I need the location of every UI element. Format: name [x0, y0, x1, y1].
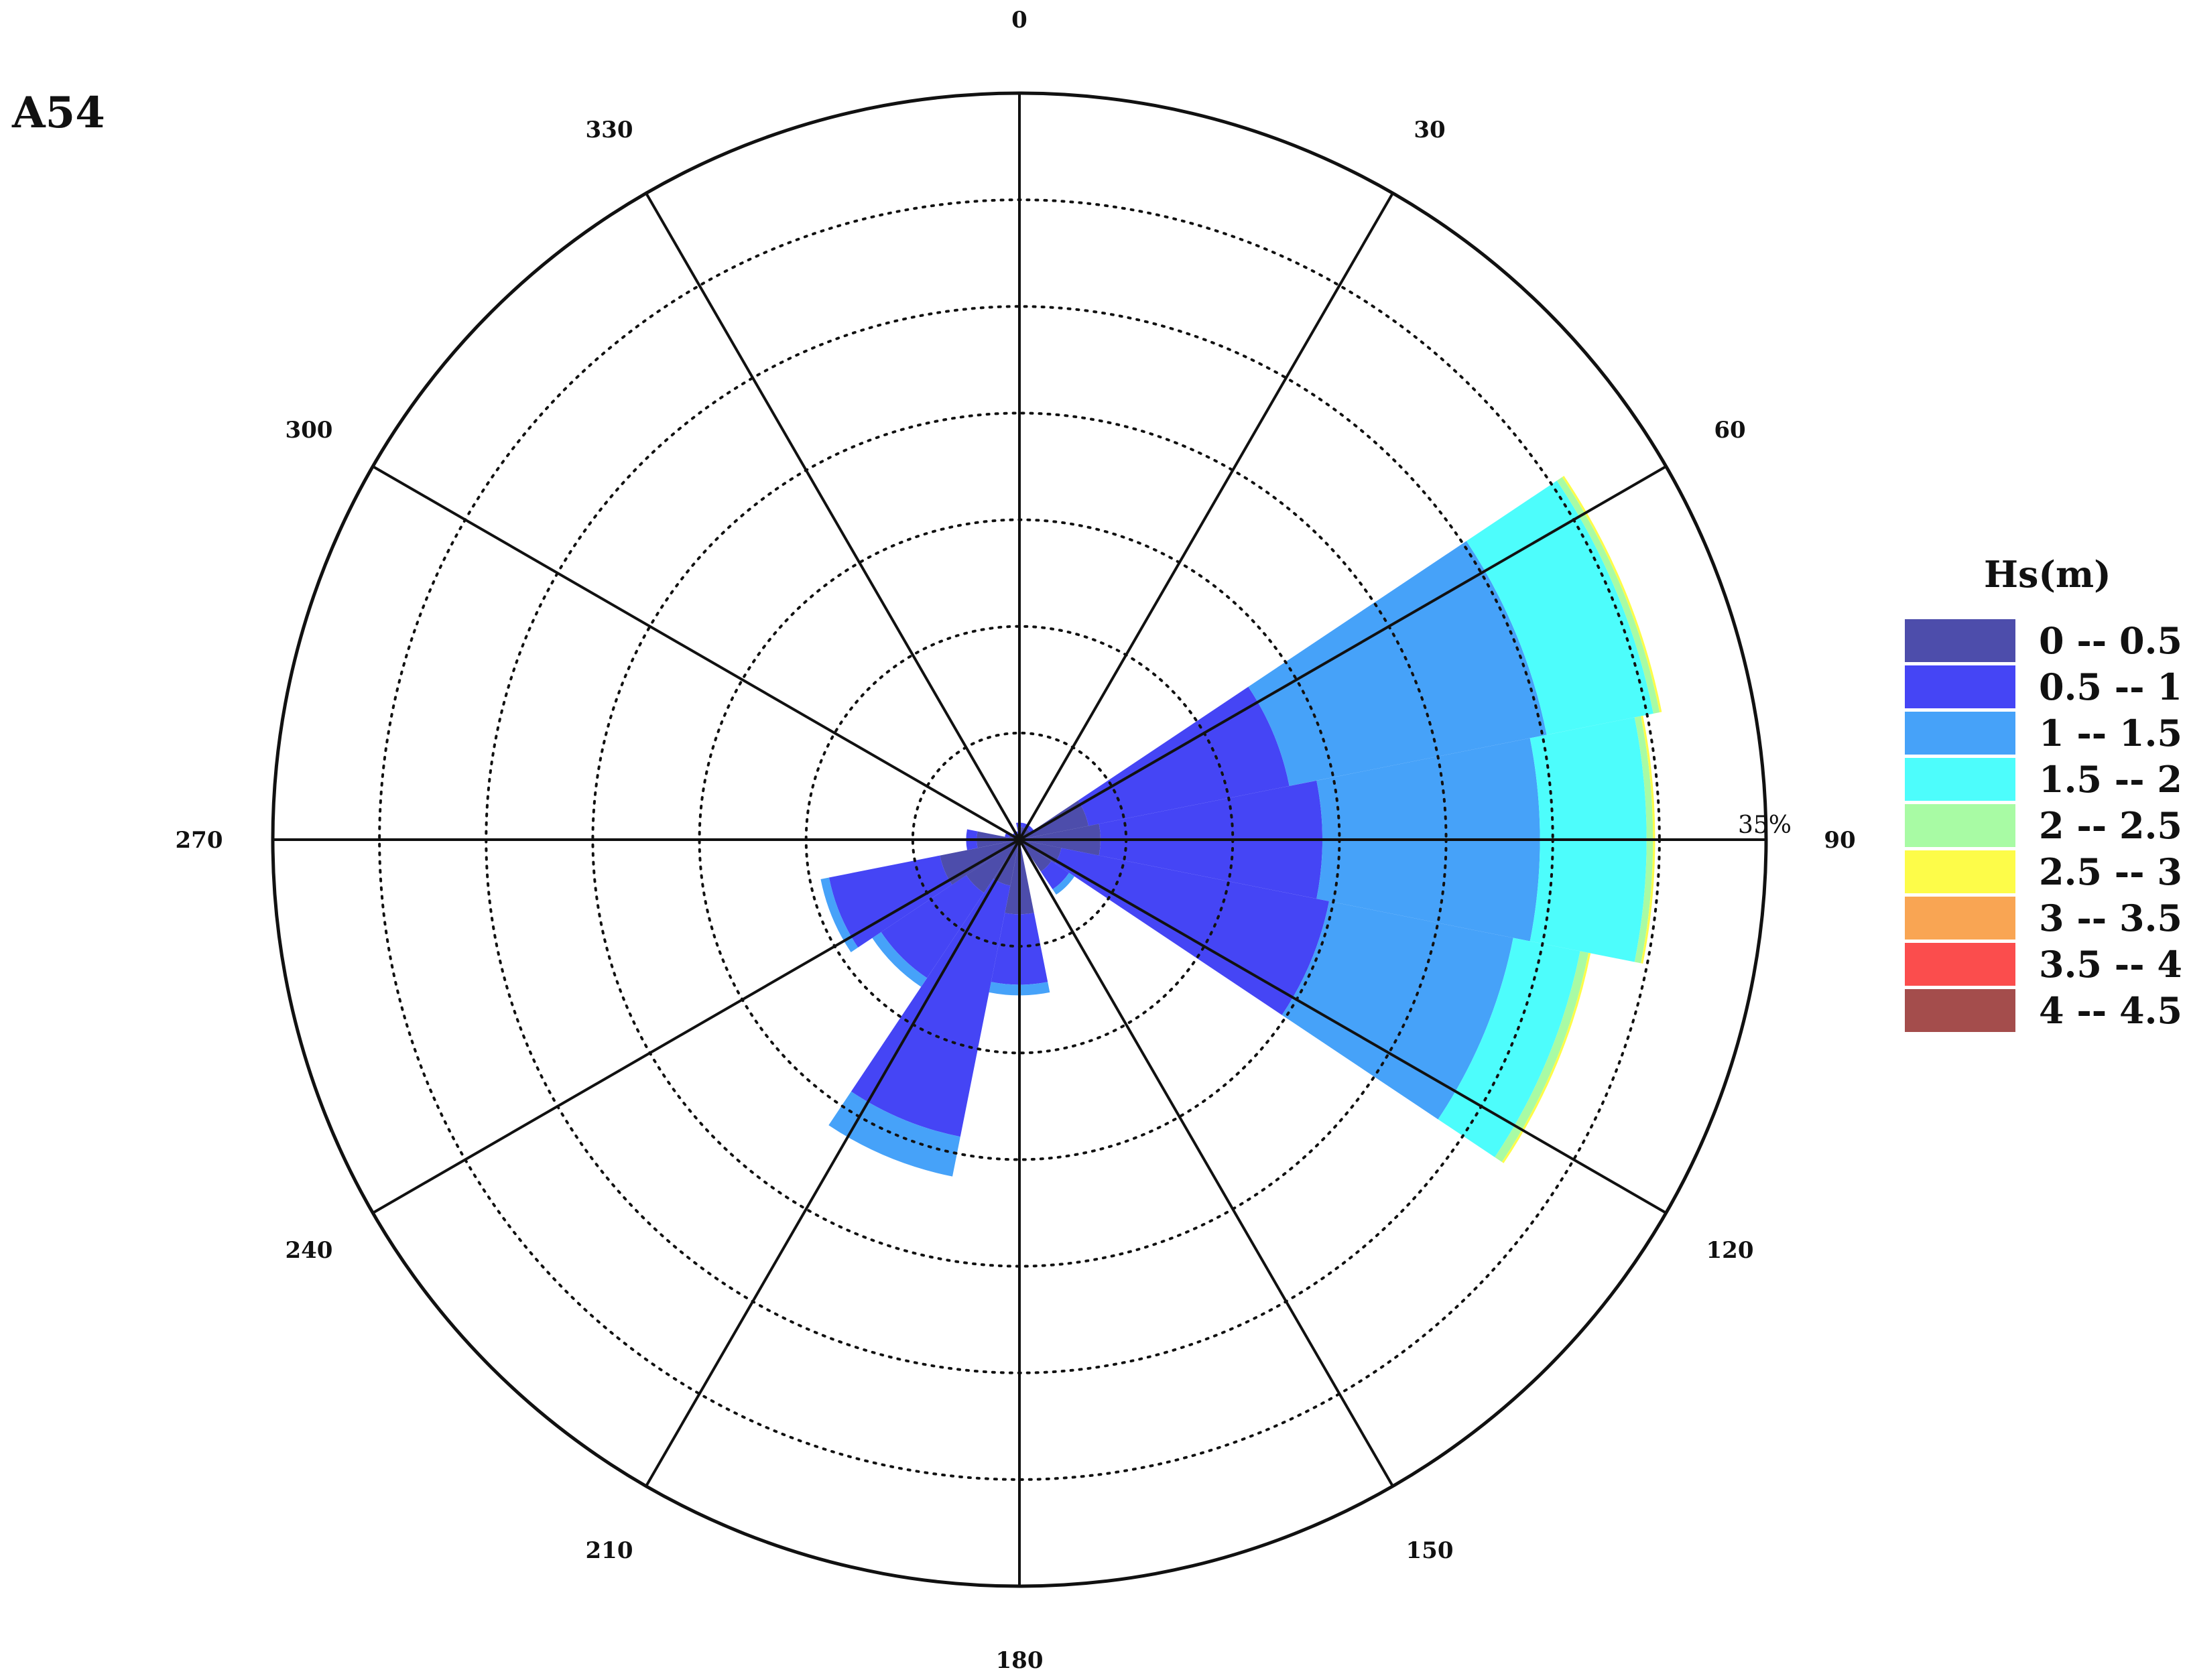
direction-label-180: 180: [996, 1647, 1044, 1674]
direction-label-60: 60: [1714, 417, 1745, 444]
sector-135-class-1: [1040, 860, 1070, 890]
spoke-60: [1018, 465, 1667, 841]
spoke-300: [372, 465, 1020, 841]
direction-label-30: 30: [1414, 117, 1445, 143]
legend: Hs(m) 0 -- 0.50.5 -- 11 -- 1.51.5 -- 22 …: [1905, 553, 2182, 1032]
polar-grid: [271, 91, 1768, 1588]
direction-labels: 0 30 60 90 120 150 180 210 240 270 300 330: [176, 7, 1856, 1674]
legend-title: Hs(m): [1984, 553, 2111, 596]
legend-label-2: 1 -- 1.5: [2039, 712, 2182, 755]
sector-225-class-1: [881, 875, 984, 978]
sector-112.5-class-2: [1282, 901, 1513, 1120]
direction-label-90: 90: [1824, 827, 1855, 854]
legend-swatch-6: [1905, 897, 2015, 940]
sector-225-class-0: [966, 840, 1019, 893]
sector-45-class-1: [1026, 825, 1034, 833]
sector-225-class-2: [872, 931, 928, 987]
legend-swatch-0: [1905, 619, 2015, 662]
legend-label-3: 1.5 -- 2: [2039, 758, 2182, 801]
direction-label-210: 210: [586, 1537, 633, 1564]
direction-label-300: 300: [285, 417, 332, 444]
sector-135-class-2: [1052, 873, 1075, 895]
direction-label-0: 0: [1011, 7, 1027, 34]
sector-90-class-4: [1634, 716, 1653, 964]
spoke-210: [645, 838, 1021, 1487]
sector-247.5-class-2: [820, 877, 859, 952]
sector-67.5-class-3: [1466, 480, 1653, 735]
spoke-120: [1018, 838, 1667, 1214]
legend-label-8: 4 -- 4.5: [2039, 989, 2182, 1032]
sector-135-class-0: [1019, 840, 1052, 872]
sector-112.5-class-1: [1054, 848, 1330, 1015]
sector-67.5-class-1: [1078, 686, 1290, 826]
legend-swatch-1: [1905, 665, 2015, 708]
chart-title: A54: [11, 88, 105, 138]
legend-label-7: 3.5 -- 4: [2039, 943, 2182, 986]
direction-label-120: 120: [1706, 1237, 1754, 1264]
spoke-150: [1018, 838, 1394, 1487]
sector-67.5-class-2: [1248, 541, 1547, 786]
direction-label-150: 150: [1406, 1537, 1454, 1564]
direction-label-240: 240: [285, 1237, 332, 1264]
legend-swatch-8: [1905, 989, 2015, 1032]
direction-label-330: 330: [586, 117, 633, 143]
direction-label-270: 270: [176, 827, 223, 854]
legend-label-0: 0 -- 0.5: [2039, 619, 2182, 662]
legend-swatch-2: [1905, 712, 2015, 755]
sector-202.5-class-1: [851, 879, 1011, 1137]
sector-90-class-5: [1641, 715, 1655, 964]
ring-max-label: 35%: [1738, 812, 1792, 839]
sectors-layer: [820, 476, 1662, 1177]
sector-67.5-class-4: [1556, 476, 1660, 714]
legend-label-5: 2.5 -- 3: [2039, 850, 2182, 893]
spoke-240: [372, 838, 1020, 1214]
spoke-330: [645, 192, 1021, 841]
legend-swatch-4: [1905, 804, 2015, 847]
spoke-30: [1018, 192, 1394, 841]
legend-label-1: 0.5 -- 1: [2039, 665, 2182, 708]
legend-label-4: 2 -- 2.5: [2039, 804, 2182, 847]
legend-label-6: 3 -- 3.5: [2039, 897, 2182, 940]
sector-247.5-class-1: [828, 855, 952, 948]
legend-swatch-3: [1905, 758, 2015, 801]
sector-112.5-class-4: [1495, 951, 1589, 1162]
legend-swatch-5: [1905, 850, 2015, 893]
legend-swatch-7: [1905, 943, 2015, 986]
